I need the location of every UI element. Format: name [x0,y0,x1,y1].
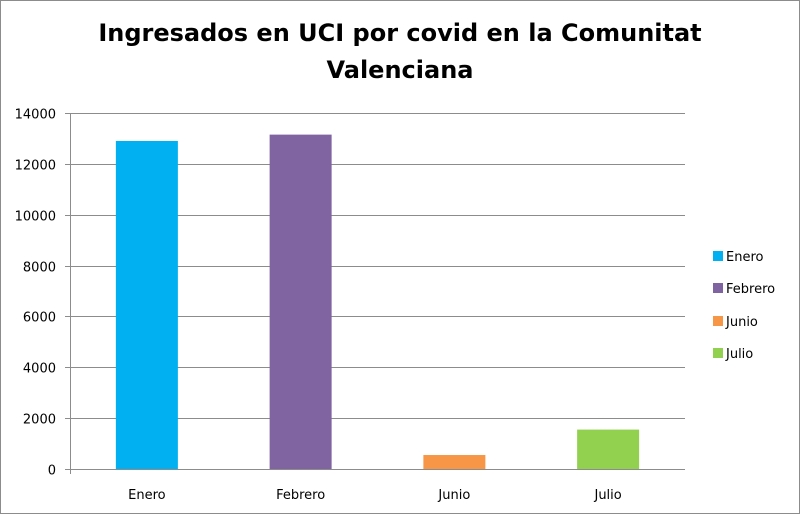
y-tick-label-2000: 2000 [23,413,56,428]
y-axis-tick-labels: 0 2000 4000 6000 8000 10000 12000 14000 [15,108,56,479]
legend-label-febrero: Febrero [726,282,775,297]
legend-label-junio: Junio [725,315,758,330]
legend-swatch-julio [713,348,723,358]
x-axis-tick-labels: Enero Febrero Junio Julio [128,488,622,503]
chart-title-line-1: Ingresados en UCI por covid en la Comuni… [98,19,702,47]
y-tick-label-0: 0 [48,464,56,479]
x-tick-label-enero: Enero [128,488,166,503]
legend-swatch-enero [713,251,723,261]
legend-label-julio: Julio [725,347,753,362]
x-tick-label-julio: Julio [593,488,621,503]
bar-junio [423,455,486,469]
legend-label-enero: Enero [726,250,764,265]
y-tick-label-14000: 14000 [15,108,56,123]
bar-enero [115,140,178,469]
legend: Enero Febrero Junio Julio [713,250,775,362]
y-tick-label-4000: 4000 [23,362,56,377]
bars [115,134,640,469]
chart-title-line-2: Valenciana [326,56,474,84]
legend-swatch-junio [713,316,723,326]
legend-swatch-febrero [713,283,723,293]
chart-title: Ingresados en UCI por covid en la Comuni… [1,15,799,89]
y-tick-label-10000: 10000 [15,210,56,225]
y-tick-label-8000: 8000 [23,261,56,276]
x-tick-label-junio: Junio [437,488,470,503]
y-tick-label-6000: 6000 [23,311,56,326]
bar-febrero [269,134,332,469]
y-tick-label-12000: 12000 [15,159,56,174]
bar-julio [577,429,640,469]
x-tick-label-febrero: Febrero [276,488,325,503]
